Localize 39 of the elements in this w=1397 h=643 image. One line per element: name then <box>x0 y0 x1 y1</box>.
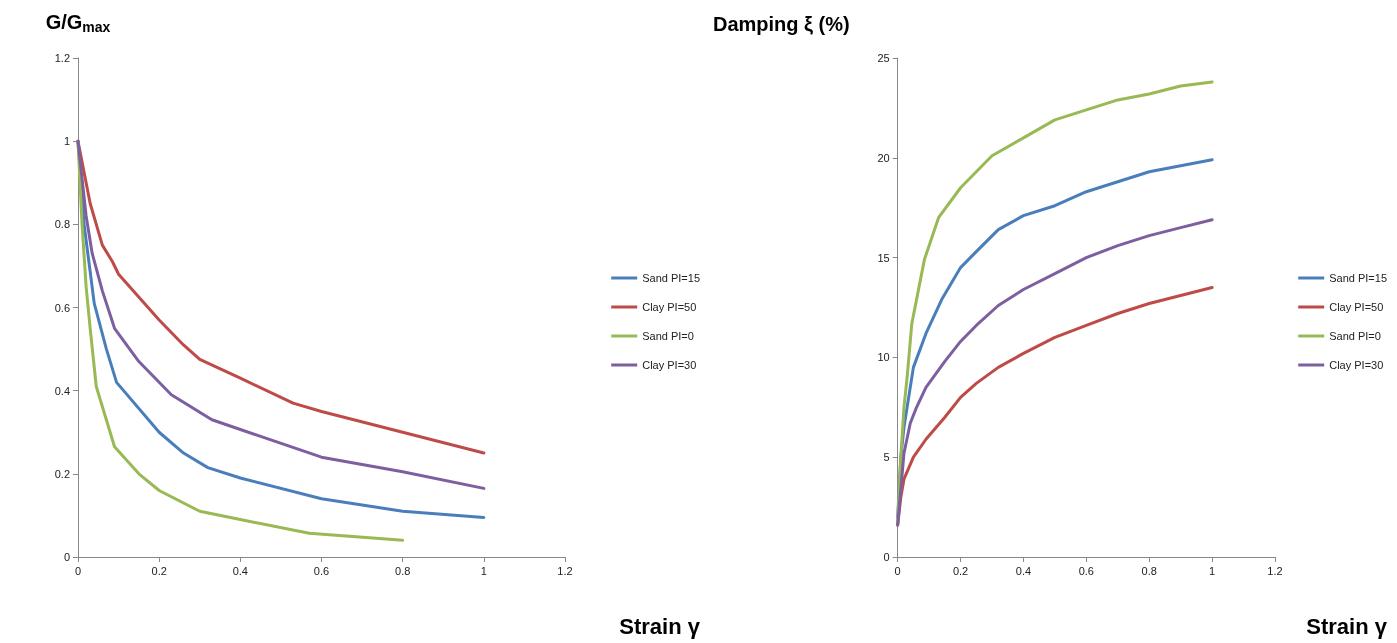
x-tick-label: 0.6 <box>1078 564 1094 577</box>
x-tick-label: 0.2 <box>952 564 969 577</box>
y-tick-label: 1.2 <box>54 52 70 64</box>
legend-label: Sand PI=15 <box>642 272 701 284</box>
line-series <box>896 218 1214 527</box>
y-tick-label: 5 <box>883 451 890 464</box>
legend-label: Sand PI=15 <box>1329 272 1388 284</box>
x-tick-label: 0 <box>894 564 901 577</box>
legend-label: Sand PI=0 <box>642 330 694 342</box>
y-tick-label: 0.2 <box>54 467 70 480</box>
x-tick-label: 0.4 <box>1015 564 1032 577</box>
y-tick-label: 0 <box>883 551 890 563</box>
y-tick-label: 0 <box>63 551 70 563</box>
x-tick-label: 0.8 <box>1141 564 1157 577</box>
x-tick-label: 1 <box>480 564 487 577</box>
legend-label: Clay PI=30 <box>1329 359 1384 371</box>
x-tick-label: 0.6 <box>313 564 330 577</box>
y-tick-label: 0.8 <box>54 218 70 231</box>
legend-label: Sand PI=0 <box>1329 330 1381 342</box>
legend-label: Clay PI=30 <box>642 359 697 371</box>
y-tick-label: 20 <box>877 151 890 164</box>
y-tick-label: 1 <box>63 135 70 148</box>
x-tick-label: 0.2 <box>151 564 167 577</box>
x-tick-label: 1.2 <box>1267 564 1283 577</box>
y-tick-label: 10 <box>877 351 890 364</box>
y-tick-label: 15 <box>877 251 890 264</box>
legend-label: Clay PI=50 <box>1329 301 1384 313</box>
y-tick-label: 0.4 <box>54 384 70 397</box>
x-axis-title: Strain γ <box>1306 613 1388 639</box>
y-axis-title: Damping ξ (%) <box>712 13 850 35</box>
x-tick-label: 1.2 <box>557 564 573 577</box>
y-tick-label: 0.6 <box>54 301 70 314</box>
x-tick-label: 1 <box>1209 564 1216 577</box>
x-axis-title: Strain γ <box>619 613 701 639</box>
y-tick-label: 25 <box>877 52 890 64</box>
x-tick-label: 0.8 <box>395 564 411 577</box>
x-tick-label: 0 <box>74 564 82 577</box>
legend-label: Clay PI=50 <box>642 301 697 313</box>
x-tick-label: 0.4 <box>232 564 248 577</box>
